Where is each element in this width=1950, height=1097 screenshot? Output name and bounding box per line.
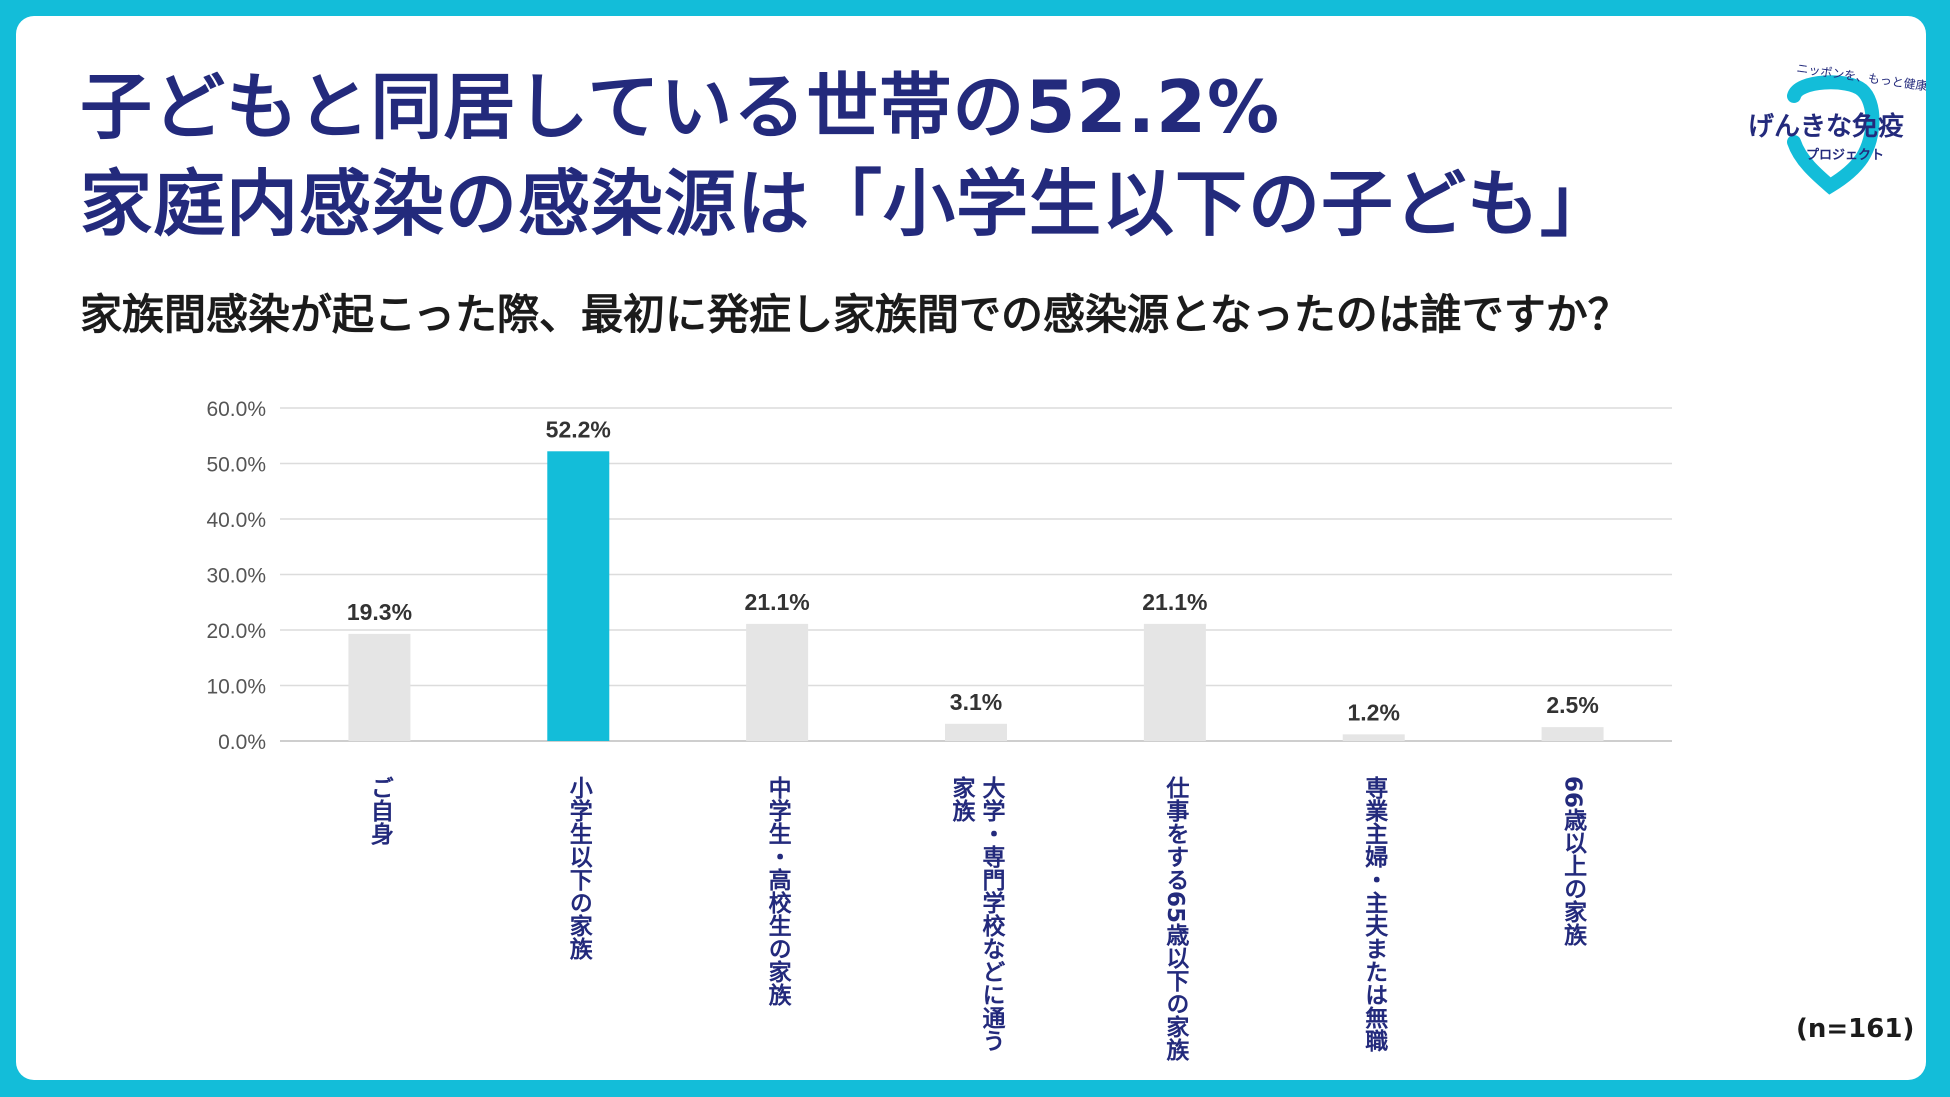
bar	[945, 723, 1007, 741]
shield-logo-icon	[1787, 75, 1880, 195]
bar	[348, 633, 411, 741]
bars	[348, 451, 1604, 741]
logo-name: げんきな免疫	[1748, 112, 1905, 142]
y-axis-ticks: 0.0% 10.0% 20.0% 30.0% 40.0% 50.0% 60.0%	[206, 398, 266, 754]
headline-line-1: 子どもと同居している世帯の52.2%	[80, 65, 1281, 149]
category-label: 大学・専門学校などに通う	[978, 776, 1006, 1052]
bar	[1143, 623, 1206, 741]
value-label: 3.1%	[950, 689, 1002, 715]
survey-question: 家族間感染が起こった際、最初に発症し家族間での感染源となったのは誰ですか？	[80, 290, 1630, 339]
category-label: 中学生・高校生の家族	[764, 776, 792, 1007]
bar	[1342, 734, 1405, 741]
value-label: 1.2%	[1347, 699, 1399, 725]
category-label: ご自身	[366, 776, 394, 846]
category-label: 専業主婦・主夫または無職	[1361, 776, 1390, 1052]
category-label: 小学生以下の家族	[565, 776, 593, 961]
category-label: 66歳以上の家族	[1560, 776, 1588, 947]
y-tick-label: 10.0%	[206, 676, 266, 699]
value-label: 19.3%	[347, 599, 412, 625]
bar-chart: 0.0% 10.0% 20.0% 30.0% 40.0% 50.0% 60.0% 19.3%…	[206, 398, 1672, 1062]
value-label: 2.5%	[1546, 692, 1598, 718]
category-label: 仕事をする65歳以下の家族	[1162, 775, 1191, 1062]
slide-card: 子どもと同居している世帯の52.2% 家庭内感染の感染源は「小学生以下の子ども」…	[16, 16, 1926, 1080]
category-label: 家族	[948, 775, 976, 823]
y-tick-label: 0.0%	[218, 731, 266, 754]
bar	[547, 451, 610, 741]
project-logo: ニッポンを、もっと健康に。 げんきな免疫 プロジェクト	[1744, 58, 1926, 198]
bar	[746, 623, 809, 741]
y-tick-label: 50.0%	[206, 454, 266, 477]
value-label: 52.2%	[546, 416, 611, 442]
logo-sub: プロジェクト	[1806, 148, 1885, 163]
y-tick-label: 30.0%	[206, 565, 266, 588]
value-label: 21.1%	[1142, 589, 1207, 615]
value-label: 21.1%	[745, 589, 810, 615]
bar	[1541, 727, 1604, 741]
sample-size-note: (n=161)	[1796, 1014, 1915, 1044]
value-labels: 19.3% 52.2% 21.1% 3.1% 21.1% 1.2% 2.5%	[347, 416, 1599, 725]
y-tick-label: 60.0%	[206, 398, 266, 421]
y-tick-label: 40.0%	[206, 509, 266, 532]
y-tick-label: 20.0%	[206, 620, 266, 643]
grid-lines	[280, 407, 1672, 742]
headline-line-2: 家庭内感染の感染源は「小学生以下の子ども」	[80, 162, 1614, 246]
